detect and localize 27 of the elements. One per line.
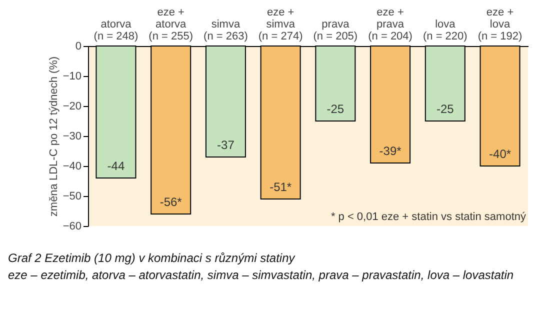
x-tick-label: eze + lova (n = 192) <box>478 6 522 42</box>
y-tick-label: −30 <box>62 130 82 142</box>
data-label: -37 <box>217 138 235 152</box>
data-label: -39* <box>379 144 402 158</box>
y-tick-label: −20 <box>62 100 82 112</box>
y-tick-label: −50 <box>62 190 82 202</box>
x-tick-label: atorva (n = 248) <box>94 18 138 42</box>
data-label: -44 <box>107 159 125 173</box>
x-tick-label: eze + atorva (n = 255) <box>148 6 194 42</box>
x-tick-label: eze + simva (n = 274) <box>258 6 303 42</box>
y-axis-title: změna LDL-C po 12 týdnech (%) <box>48 56 60 217</box>
y-tick-label: 0 <box>75 40 82 52</box>
x-tick-label: lova (n = 220) <box>422 18 468 42</box>
data-label: -56* <box>160 195 182 209</box>
data-label: -40* <box>489 147 512 161</box>
x-tick-label: eze + prava (n = 204) <box>368 6 412 42</box>
x-tick-label: prava (n = 205) <box>313 18 358 42</box>
text: Graf 2 Ezetimib (10 mg) v kombinaci s různými statiny <box>8 251 296 265</box>
data-label: -25 <box>436 102 454 116</box>
annotation: * p < 0,01 eze + statin vs statin samotný <box>330 211 526 223</box>
y-tick-label: −60 <box>62 220 82 232</box>
x-tick-label: simva (n = 263) <box>204 18 248 42</box>
y-tick-label: −40 <box>62 160 82 172</box>
data-label: -51* <box>270 180 292 194</box>
text: eze – ezetimib, atorva – atorvastatin, simva – simvastatin, prava – pravastatin, lova – lovastatin <box>8 268 514 282</box>
y-tick-label: −10 <box>62 70 82 82</box>
data-label: -25 <box>326 102 344 116</box>
